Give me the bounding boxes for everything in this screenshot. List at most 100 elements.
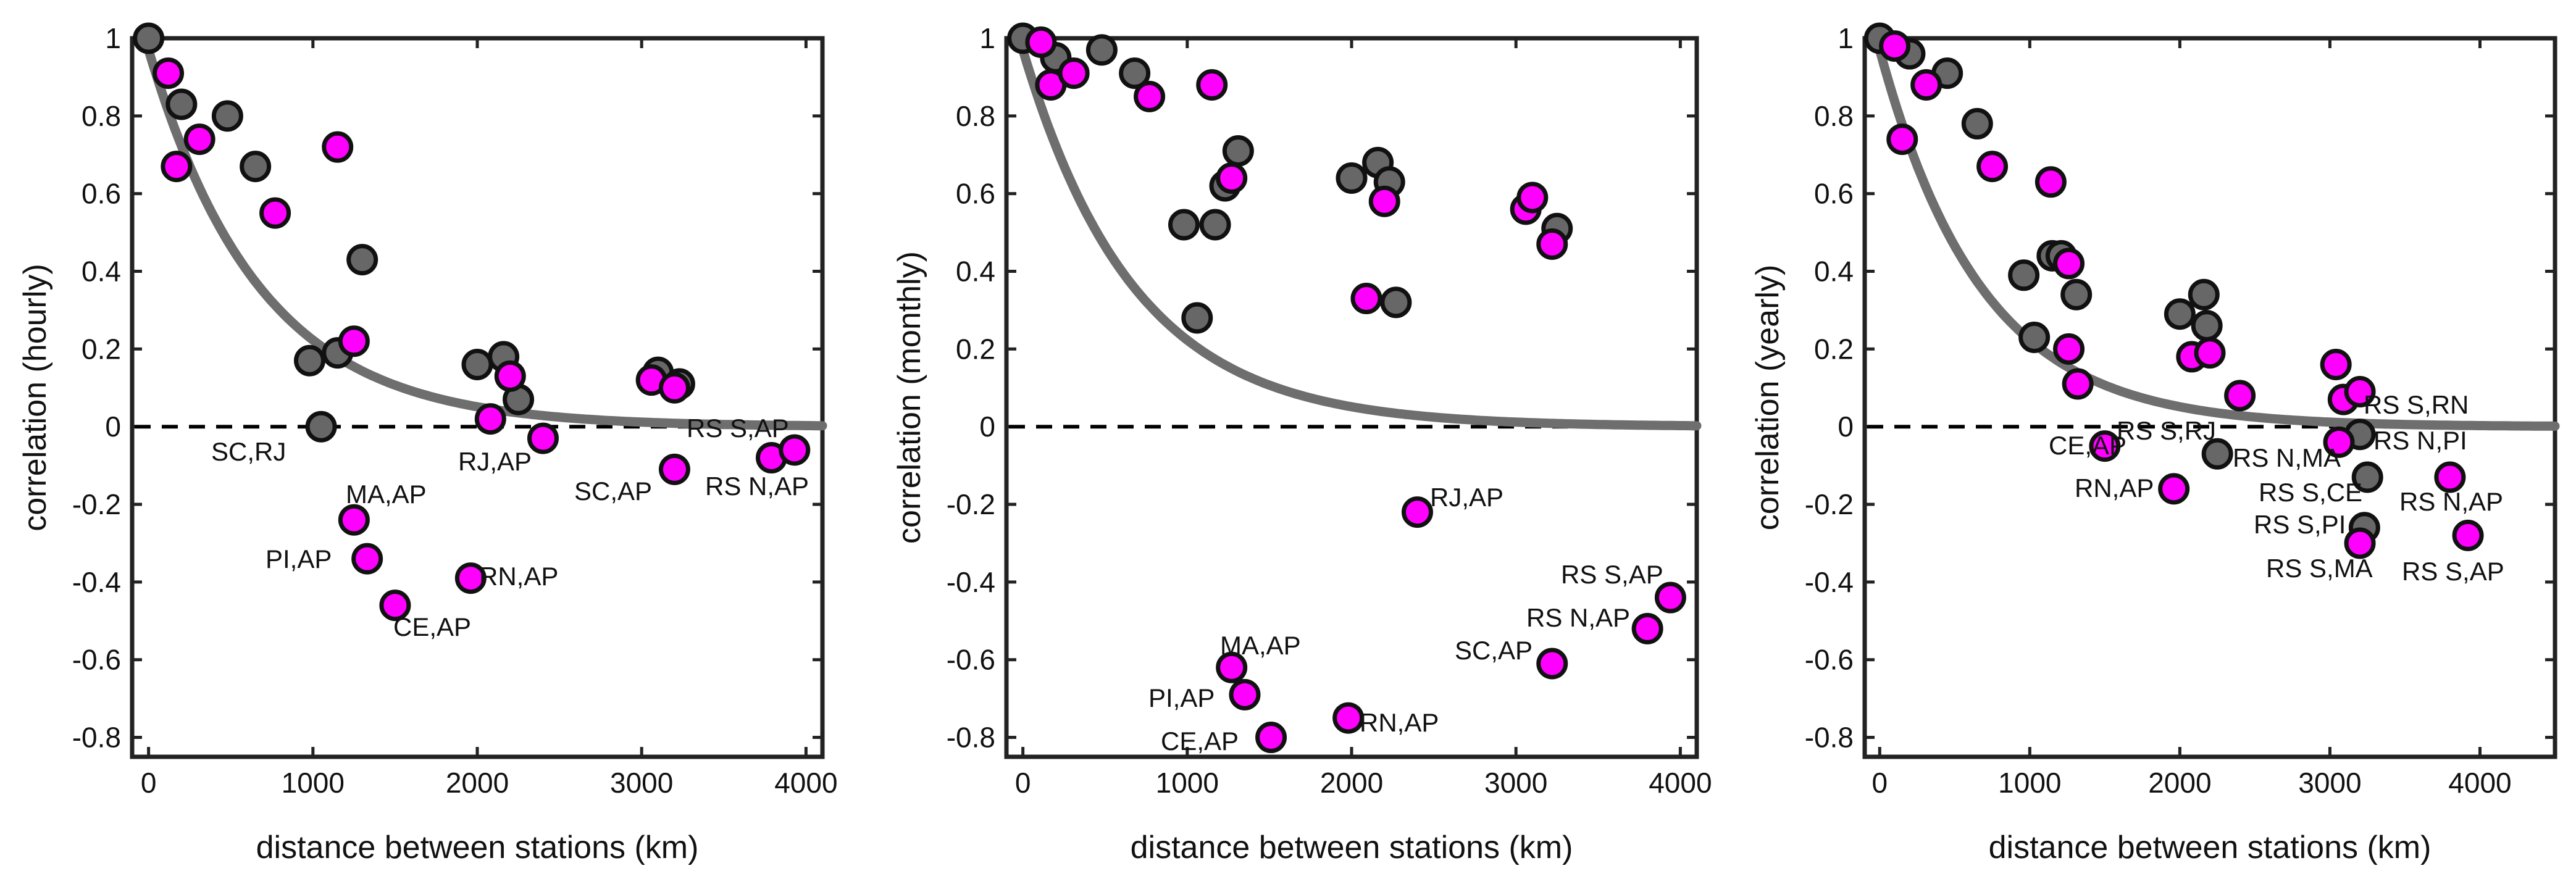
x-axis-label: distance between stations (km) [1131,830,1573,865]
annotation-rn-ap: RN,AP [2075,473,2154,502]
data-point-magenta [1229,678,1261,711]
y-tick-label: 0.8 [82,100,121,132]
y-tick-label: 0.2 [956,333,995,365]
data-point-gray [1961,107,1993,140]
y-tick-label: -0.6 [1805,644,1854,676]
y-tick-label: 1 [1838,22,1854,54]
plot-frame [1004,36,1699,759]
annotation-rs-s-rj: RS S,RJ [2117,416,2216,445]
annotation-ce-ap: CE,AP [393,612,471,641]
data-point-magenta [2089,430,2121,462]
data-point-gray [1222,135,1254,167]
data-point-magenta [1401,496,1433,528]
y-tick-label: 1 [105,22,121,54]
y-tick-label: -0.4 [947,566,995,598]
data-point-gray [240,151,272,183]
data-point-magenta [2344,527,2376,559]
annotation-rj-ap: RJ,AP [458,447,532,476]
data-point-gray [165,88,198,120]
data-point-magenta [1216,651,1248,683]
y-axis-label: correlation (monthly) [892,251,927,544]
point-annotations: SC,RJ MA,AP PI,AP CE,AP RN,AP RJ,AP SC,A… [211,414,809,641]
annotation-rs-n-ap: RS N,AP [1526,603,1630,632]
x-axis-label: distance between stations (km) [1989,830,2432,865]
annotation-rs-s-ce: RS S,CE [2259,478,2362,507]
data-point-magenta [259,197,291,229]
y-tick-label: -0.8 [947,722,995,754]
y-tick-label: 0 [105,410,121,443]
y-tick-label: 0.6 [82,178,121,210]
y-tick-label: -0.6 [947,644,995,676]
x-tick-label: 0 [1872,767,1888,799]
data-point-gray [2164,298,2196,330]
data-point-magenta [2053,248,2085,280]
y-tick-label: 0.8 [1814,100,1854,132]
data-point-magenta [2224,380,2256,412]
data-point-magenta [379,590,411,622]
y-tick-label: 0.6 [956,178,995,210]
fit-curve [1875,45,2560,431]
x-tick-label: 1000 [282,767,345,799]
annotation-rs-s-rn: RS S,RN [2364,390,2469,419]
data-point-magenta [1058,57,1090,90]
data-point-gray [2008,259,2040,291]
axis-ticks: 0 1000 2000 3000 4000 1 0.8 0.6 0.4 0.2 0 -0.2 -0.4 -… [947,22,1712,799]
fit-curve [1018,45,1702,431]
annotation-rs-s-pi: RS S,PI [2254,510,2346,539]
axis-ticks: 0 1000 2000 3000 4000 1 0.8 0.6 0.4 0.2 0 -0.2 -0.4 -… [1805,22,2555,799]
data-point-magenta [1196,69,1228,101]
panel-yearly: 0 1000 2000 3000 4000 1 0.8 0.6 0.4 0.2 0 -0.2 -0.4 -… [1750,22,2560,865]
x-tick-label: 2000 [446,767,509,799]
plot-frame [1862,36,2557,759]
data-point-magenta [1879,30,1911,62]
x-tick-label: 1000 [1156,767,1219,799]
data-point-magenta [161,151,193,183]
y-tick-label: 0.6 [1814,178,1854,210]
data-point-magenta [658,453,690,485]
data-point-magenta [1134,80,1166,112]
data-point-gray [2351,461,2383,493]
data-point-gray [2060,278,2093,310]
data-point-magenta [2320,349,2352,381]
annotation-rs-n-pi: RS N,PI [2373,426,2467,455]
axis-ticks: 0 1000 2000 3000 4000 1 0.8 0.6 0.4 0.2 0 -0.2 -0.4 -… [72,22,838,799]
data-point-magenta [2452,519,2484,551]
data-point-gray [1336,162,1368,194]
data-point-magenta [1886,123,1918,156]
x-tick-label: 4000 [774,767,837,799]
data-point-magenta [1631,612,1663,644]
y-tick-label: 0.2 [1814,333,1854,365]
annotation-rs-s-ap: RS S,AP [1561,560,1663,589]
data-point-gray [1085,34,1118,66]
data-point-gray [2188,278,2220,310]
y-tick-label: -0.8 [1805,722,1854,754]
data-point-gray [1119,57,1151,90]
y-tick-label: 0.4 [956,256,995,288]
x-tick-label: 1000 [1998,767,2061,799]
plot-frame [130,36,825,759]
annotation-ce-ap: CE,AP [2049,431,2126,460]
data-markers [133,22,811,622]
annotation-sc-ap: SC,AP [574,477,652,506]
data-point-gray [2018,321,2051,353]
x-tick-label: 0 [141,767,157,799]
data-point-magenta [1536,648,1568,680]
data-point-magenta [183,123,215,156]
y-tick-label: 0.4 [1814,256,1854,288]
data-point-gray [2201,438,2233,470]
data-point-gray [1181,302,1213,334]
y-tick-label: -0.4 [1805,566,1854,598]
data-point-magenta [153,57,185,90]
x-tick-label: 4000 [1649,767,1712,799]
y-tick-label: 0 [979,410,995,443]
point-annotations: MA,AP PI,AP CE,AP RN,AP RJ,AP SC,AP RS N… [1148,483,1663,756]
y-tick-label: 0 [1838,410,1854,443]
data-point-magenta [2158,473,2190,505]
data-point-magenta [1976,151,2009,183]
y-tick-label: 0.4 [82,256,121,288]
data-point-magenta [322,131,354,163]
data-point-gray [293,344,325,377]
annotation-rs-s-ma: RS S,MA [2266,554,2373,583]
data-point-magenta [2434,461,2466,493]
